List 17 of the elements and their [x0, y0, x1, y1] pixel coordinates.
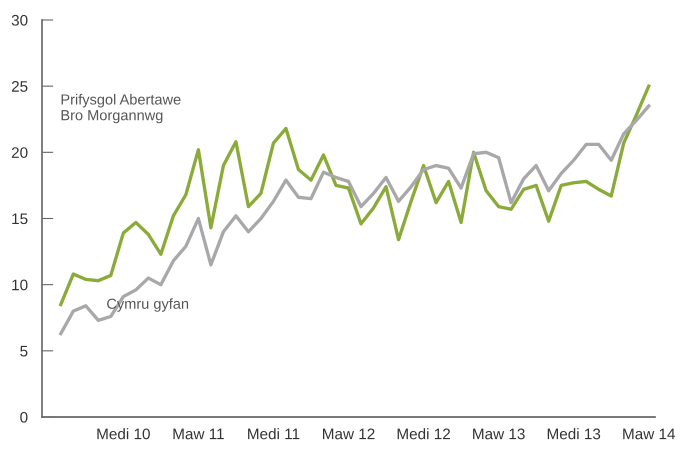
y-tick-label: 30	[12, 14, 28, 26]
y-tick-label: 5	[20, 346, 28, 357]
x-tick-label: Maw 11	[173, 428, 224, 440]
x-tick-label: Medi 11	[248, 428, 300, 440]
series-label: Cymru gyfan	[107, 298, 188, 312]
y-tick-label: 20	[12, 147, 28, 158]
x-tick-label: Maw 14	[623, 428, 676, 440]
x-tick-label: Medi 10	[97, 428, 150, 440]
y-tick-label: 0	[20, 412, 28, 423]
y-tick-label: 15	[12, 214, 28, 224]
x-tick-label: Medi 12	[398, 428, 450, 440]
y-tick-label: 10	[12, 280, 28, 290]
text: Prifysgol Abertawe Bro Morgannwg	[62, 94, 181, 124]
y-tick-label: 25	[12, 81, 28, 92]
x-tick-label: Maw 12	[323, 428, 374, 440]
x-tick-label: Medi 13	[548, 428, 600, 440]
x-tick-label: Maw 13	[473, 428, 525, 440]
